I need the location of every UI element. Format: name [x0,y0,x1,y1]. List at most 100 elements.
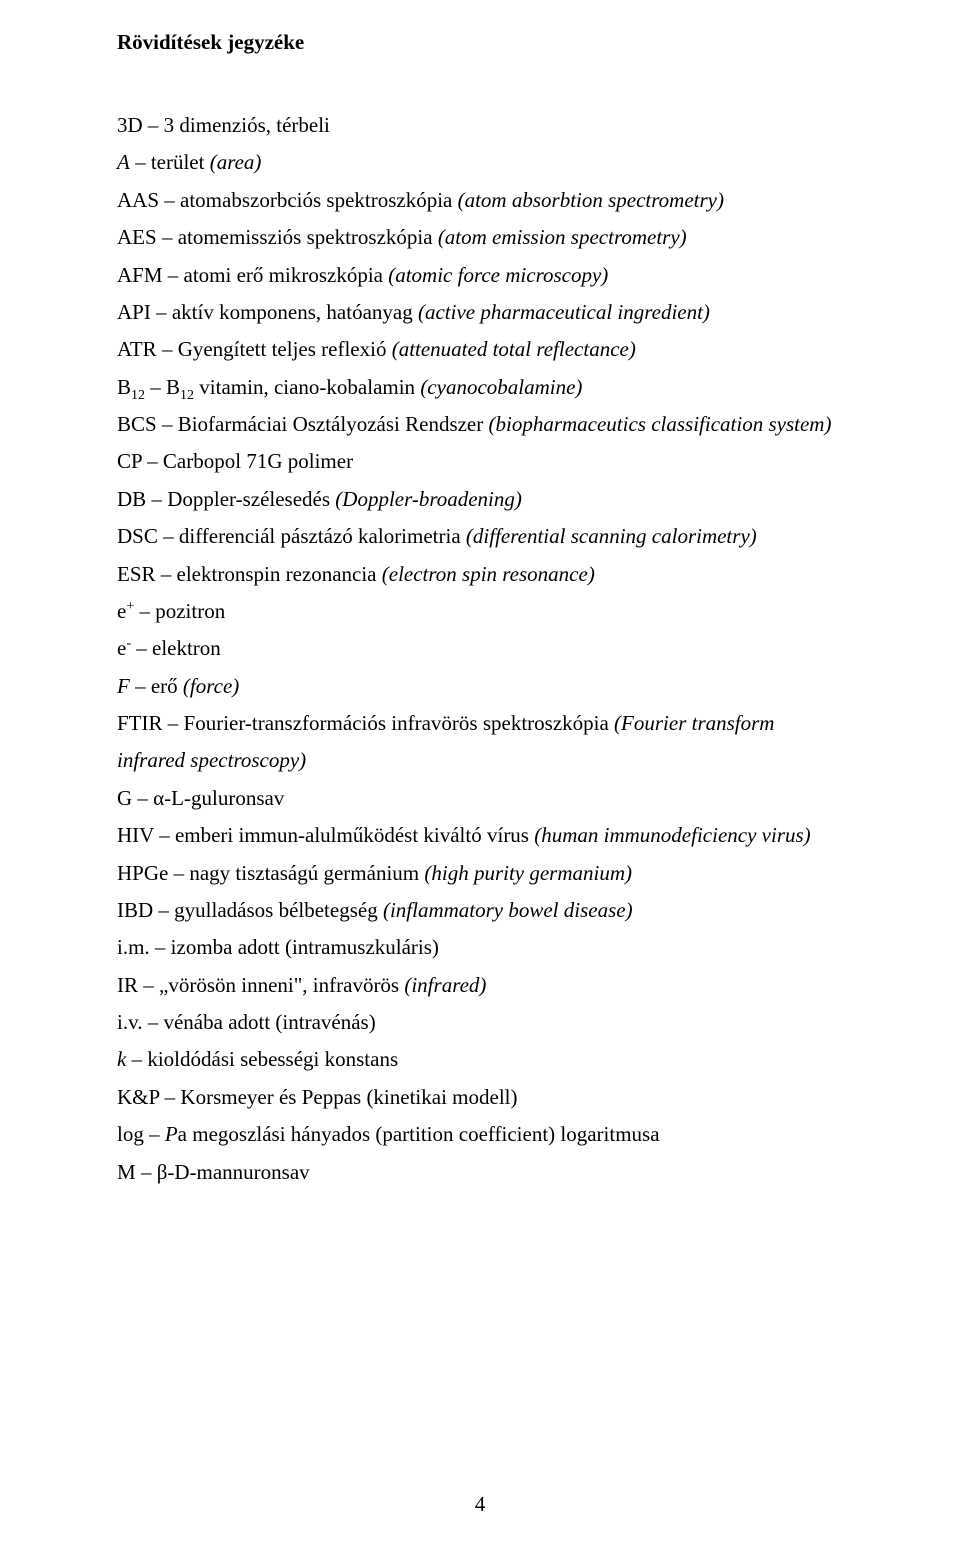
separator: – [158,524,179,548]
definition-text: α-L-guluronsav [153,786,284,810]
definition-text: Fourier-transzformációs infravörös spekt… [184,711,615,735]
abbreviation-term: FTIR [117,711,163,735]
definition-text: differenciál pásztázó kalorimetria [179,524,466,548]
definition-text: Korsmeyer és Peppas (kinetikai modell) [180,1085,517,1109]
abbreviation-entry: F – erő (force) [117,668,843,705]
separator: – [142,1010,163,1034]
abbreviation-term: DSC [117,524,158,548]
separator: – [142,449,163,473]
definition-paren: (biopharmaceutics classification system) [489,412,832,436]
definition-text: nagy tisztaságú germánium [189,861,424,885]
definition-text: aktív komponens, hatóanyag [172,300,418,324]
definition-paren: (human immunodeficiency virus) [534,823,810,847]
definition-text: a megoszlási hányados (partition coeffic… [178,1122,660,1146]
abbreviation-term: DB [117,487,146,511]
abbreviation-term: log [117,1122,144,1146]
abbreviation-entry: i.m. – izomba adott (intramuszkuláris) [117,929,843,966]
separator: – [130,150,151,174]
abbreviation-entry: IR – „vörösön inneni", infravörös (infra… [117,967,843,1004]
definition-paren: (atomic force microscopy) [388,263,608,287]
definition-text: β-D-mannuronsav [157,1160,310,1184]
abbreviation-entry: G – α-L-guluronsav [117,780,843,817]
abbreviation-entry: B12 – B12 vitamin, ciano-kobalamin (cyan… [117,369,843,406]
separator: – [132,786,153,810]
definition-text: kioldódási sebességi konstans [147,1047,398,1071]
page-title: Rövidítések jegyzéke [117,30,843,55]
abbreviation-term: G [117,786,132,810]
definition-text: vitamin, ciano-kobalamin [194,375,420,399]
definition-paren: (differential scanning calorimetry) [466,524,757,548]
definition-text: elektron [152,636,221,660]
definition-text: atomabszorbciós spektroszkópia [180,188,458,212]
separator: – [159,188,180,212]
abbreviation-entry: DSC – differenciál pásztázó kalorimetria… [117,518,843,555]
abbreviation-term: CP [117,449,142,473]
abbreviation-entry: K&P – Korsmeyer és Peppas (kinetikai mod… [117,1079,843,1116]
definition-text: pozitron [155,599,225,623]
separator: – [134,599,155,623]
separator: – [163,711,184,735]
abbreviation-term: BCS [117,412,157,436]
abbreviation-entry: DB – Doppler-szélesedés (Doppler-broaden… [117,481,843,518]
definition-text: emberi immun-alulműködést kiváltó vírus [175,823,534,847]
abbreviation-term: AAS [117,188,159,212]
abbreviation-term: k [117,1047,126,1071]
abbreviation-entry: k – kioldódási sebességi konstans [117,1041,843,1078]
abbreviation-entry: e+ – pozitron [117,593,843,630]
abbreviation-entry: AFM – atomi erő mikroszkópia (atomic for… [117,257,843,294]
definition-text: gyulladásos bélbetegség [174,898,383,922]
definition-text: Gyengített teljes reflexió [178,337,392,361]
separator: – [143,113,164,137]
definition-text: erő [151,674,183,698]
separator: – [157,225,178,249]
abbreviation-entry: M – β-D-mannuronsav [117,1154,843,1191]
definition-text: 3 dimenziós, térbeli [164,113,330,137]
abbreviation-entry: HPGe – nagy tisztaságú germánium (high p… [117,855,843,892]
abbreviation-term: e [117,636,126,660]
abbreviation-term-2: B [166,375,180,399]
separator: – [163,263,184,287]
abbreviation-term: B [117,375,131,399]
separator: – [144,1122,165,1146]
abbreviation-term-2: P [165,1122,178,1146]
separator: – [153,898,174,922]
abbreviation-entry: IBD – gyulladásos bélbetegség (inflammat… [117,892,843,929]
abbreviation-entry: AAS – atomabszorbciós spektroszkópia (at… [117,182,843,219]
definition-paren: (inflammatory bowel disease) [383,898,633,922]
definition-paren: (Doppler-broadening) [335,487,522,511]
abbreviation-term: 3D [117,113,143,137]
subscript: 12 [180,388,194,403]
abbreviation-entry: e- – elektron [117,630,843,667]
abbreviation-entry: i.v. – vénába adott (intravénás) [117,1004,843,1041]
definition-text: Carbopol 71G polimer [163,449,353,473]
definition-paren: (force) [183,674,239,698]
abbreviation-term: IR [117,973,138,997]
definition-paren: (infrared) [404,973,486,997]
separator: – [151,300,172,324]
definition-text: terület [151,150,210,174]
definition-paren: (attenuated total reflectance) [392,337,636,361]
separator: – [138,973,159,997]
abbreviation-term: A [117,150,130,174]
abbreviation-entry: HIV – emberi immun-alulműködést kiváltó … [117,817,843,854]
abbreviation-term: i.m. [117,935,150,959]
separator: – [168,861,189,885]
abbreviation-entry: ATR – Gyengített teljes reflexió (attenu… [117,331,843,368]
abbreviation-term: AFM [117,263,163,287]
abbreviation-term: K&P [117,1085,159,1109]
separator: – [159,1085,180,1109]
abbreviation-entry: 3D – 3 dimenziós, térbeli [117,107,843,144]
abbreviation-term: i.v. [117,1010,142,1034]
separator: – [150,935,171,959]
definition-text: izomba adott (intramuszkuláris) [171,935,439,959]
definition-text: Biofarmáciai Osztályozási Rendszer [178,412,489,436]
abbreviation-entry: BCS – Biofarmáciai Osztályozási Rendszer… [117,406,843,443]
definition-paren: (area) [210,150,262,174]
abbreviation-term: ESR [117,562,156,586]
separator: – [157,412,178,436]
separator: – [145,375,166,399]
abbreviation-term: HIV [117,823,154,847]
definition-text: Doppler-szélesedés [167,487,335,511]
page-number: 4 [0,1492,960,1517]
subscript: 12 [131,388,145,403]
